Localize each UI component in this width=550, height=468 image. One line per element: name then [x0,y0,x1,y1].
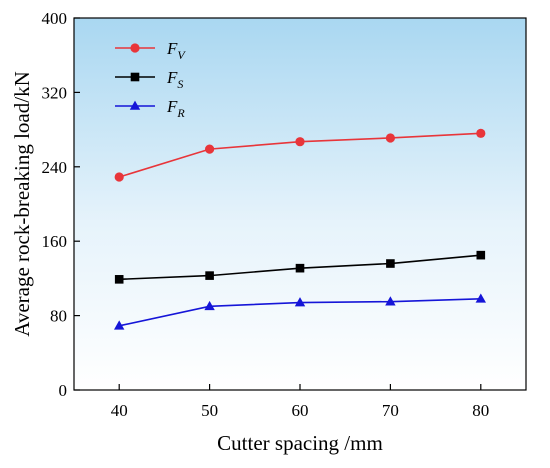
data-point-s [205,271,214,280]
data-point-r [114,320,125,330]
y-tick-label: 0 [59,381,68,400]
y-tick-label: 240 [42,158,68,177]
x-axis-title: Cutter spacing /mm [217,431,383,455]
data-point-r [385,296,396,306]
data-point-v [385,133,395,143]
data-point-s [476,250,486,260]
legend-item-s: FS [115,68,183,91]
y-tick-label: 400 [42,9,68,28]
legend-label-subscript: S [177,77,183,91]
legend-label-s: FS [166,68,183,91]
data-point-r [475,293,486,303]
series-r [114,293,486,330]
legend-marker-r [129,100,141,110]
legend-marker-v [130,43,140,53]
x-tick-label: 50 [201,401,218,420]
legend-label-main: F [166,97,178,116]
legend-label-v: FV [166,39,186,62]
y-axis-title: Average rock-breaking load/kN [10,71,34,337]
x-tick-label: 60 [292,401,309,420]
data-point-r [294,297,306,307]
x-tick-label: 40 [111,401,128,420]
data-point-r [204,300,215,311]
plot-background [74,18,526,390]
legend-item-r: FR [115,97,185,120]
data-point-v [114,172,124,182]
legend-label-main: F [166,39,178,58]
y-tick-label: 160 [42,232,68,251]
series-layer [114,128,486,330]
legend-label-subscript: V [177,48,186,62]
x-tick-label: 70 [382,401,399,420]
data-point-s [386,259,395,268]
series-s [114,250,486,284]
axis-layer: 40 50 60 70 80 0 80 160 240 320 400 [42,9,490,420]
y-tick-label: 320 [42,83,68,102]
legend-label-subscript: R [176,106,185,120]
legend-label-main: F [166,68,178,87]
data-point-v [295,137,305,147]
data-point-v [205,144,215,154]
legend-marker-s [130,72,140,82]
data-point-s [295,263,305,273]
legend-label-r: FR [166,97,185,120]
series-v [114,128,486,182]
legend-item-v: FV [115,39,186,62]
data-point-s [114,275,124,284]
x-tick-label: 80 [472,401,489,420]
data-point-v [476,128,486,138]
y-tick-label: 80 [50,307,67,326]
